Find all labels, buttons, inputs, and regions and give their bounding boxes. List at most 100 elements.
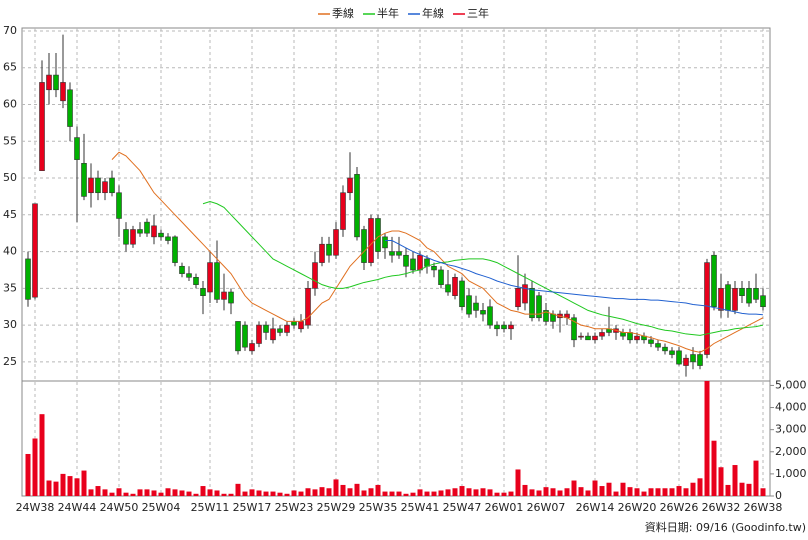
volume-bar: [249, 489, 255, 496]
candle-body: [186, 273, 192, 278]
candle-body: [109, 177, 115, 194]
volume-bar: [508, 491, 514, 496]
candle-body: [354, 174, 360, 238]
candle-body: [361, 229, 367, 263]
volume-bar: [109, 492, 115, 496]
y-tick-label: 55: [3, 134, 17, 147]
candle-body: [480, 310, 486, 315]
candle-body: [193, 277, 199, 285]
candle-body: [466, 295, 472, 315]
volume-bar: [333, 479, 339, 496]
volume-bar: [347, 488, 353, 496]
candle-body: [228, 291, 234, 304]
volume-bar: [270, 491, 276, 496]
volume-bar: [354, 483, 360, 496]
volume-bar: [599, 486, 605, 496]
volume-bar: [746, 483, 752, 496]
legend-label: 年線: [422, 6, 444, 20]
volume-bar: [620, 482, 626, 496]
volume-bar: [123, 492, 129, 496]
volume-bar: [445, 489, 451, 496]
volume-bar: [473, 489, 479, 496]
volume-bar: [235, 483, 241, 496]
volume-bar: [564, 488, 570, 496]
volume-bar: [711, 440, 717, 496]
candle-body: [214, 262, 220, 300]
candle-body: [536, 295, 542, 319]
volume-bar: [193, 493, 199, 496]
volume-bar: [592, 480, 598, 496]
candle-body: [620, 332, 626, 337]
volume-bar: [571, 480, 577, 496]
candle-body: [39, 82, 45, 171]
volume-bar: [95, 486, 101, 496]
candle-body: [25, 258, 31, 300]
volume-bar: [494, 492, 500, 496]
candle-body: [123, 229, 129, 245]
ma-line: [111, 151, 764, 353]
candle-body: [207, 262, 213, 293]
candle-body: [200, 288, 206, 296]
candle-body: [389, 251, 395, 256]
candle-body: [277, 328, 283, 333]
volume-bar: [522, 484, 528, 496]
candle-body: [718, 288, 724, 311]
volume-bar: [417, 489, 423, 496]
volume-bar: [277, 492, 283, 496]
volume-bar: [536, 490, 542, 496]
volume-bar: [410, 492, 416, 496]
candle-body: [144, 221, 150, 234]
y2-tick-label: 4,000: [775, 401, 807, 414]
volume-bar: [515, 469, 521, 496]
candle-body: [760, 295, 766, 308]
x-tick-label: 24W50: [100, 501, 139, 514]
volume-bar: [74, 478, 80, 496]
volume-bar: [431, 491, 437, 496]
candle-body: [753, 288, 759, 300]
x-tick-label: 25W23: [275, 501, 314, 514]
volume-bar: [81, 470, 87, 496]
legend-label: 半年: [377, 6, 399, 20]
volume-bar: [403, 493, 409, 496]
x-tick-label: 25W35: [359, 501, 398, 514]
x-tick-label: 26W38: [744, 501, 783, 514]
candle-body: [256, 324, 262, 344]
volume-bar: [424, 491, 430, 496]
y-tick-label: 40: [3, 245, 17, 258]
candle-body: [46, 74, 52, 91]
candle-body: [284, 324, 290, 333]
volume-bar: [32, 438, 38, 496]
volume-bar: [144, 489, 150, 496]
candle-body: [95, 177, 101, 194]
volume-bar: [529, 489, 535, 496]
candle-body: [291, 321, 297, 326]
candle-body: [263, 324, 269, 333]
volume-bar: [690, 482, 696, 496]
candle-body: [67, 89, 73, 127]
candle-body: [508, 324, 514, 330]
volume-bar: [207, 489, 213, 496]
volume-bar: [151, 490, 157, 496]
volume-bar: [739, 482, 745, 496]
y2-tick-label: 0: [775, 489, 782, 502]
candle-body: [403, 254, 409, 267]
volume-bar: [221, 493, 227, 496]
volume-bar: [242, 491, 248, 496]
candle-body: [172, 236, 178, 263]
volume-bar: [200, 486, 206, 496]
volume-bar: [557, 490, 563, 496]
volume-bar: [60, 473, 66, 496]
y-tick-label: 25: [3, 355, 17, 368]
candle-body: [655, 343, 661, 348]
y-tick-label: 60: [3, 97, 17, 110]
x-tick-label: 25W29: [317, 501, 356, 514]
x-tick-label: 26W01: [485, 501, 524, 514]
candle-body: [746, 288, 752, 304]
candle-body: [396, 251, 402, 256]
volume-bar: [53, 481, 59, 496]
volume-bar: [298, 491, 304, 496]
y-tick-label: 65: [3, 61, 17, 74]
candle-body: [452, 277, 458, 296]
candle-body: [669, 350, 675, 355]
candle-body: [410, 258, 416, 271]
